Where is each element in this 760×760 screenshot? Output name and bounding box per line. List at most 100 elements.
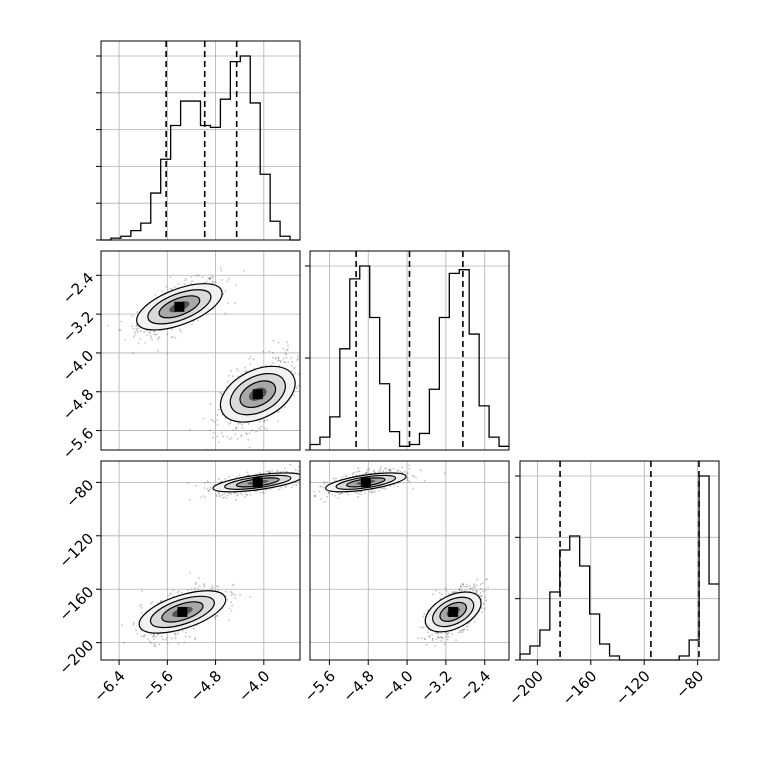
scatter-point [279, 359, 282, 362]
scatter-point [400, 466, 403, 469]
scatter-point [157, 338, 160, 341]
scatter-point [234, 597, 237, 600]
scatter-point [150, 602, 153, 605]
scatter-point [130, 325, 133, 328]
scatter-point [181, 629, 184, 632]
scatter-point [290, 357, 293, 360]
scatter-point [227, 492, 230, 494]
scatter-point [337, 497, 340, 499]
scatter-point [263, 419, 266, 422]
scatter-point [162, 638, 164, 641]
scatter-point [248, 446, 251, 449]
scatter-point [431, 639, 434, 642]
scatter-point [216, 419, 219, 421]
scatter-point [233, 492, 236, 495]
scatter-point [439, 636, 442, 639]
scatter-point [274, 357, 277, 360]
scatter-point [190, 323, 193, 326]
scatter-point [229, 492, 232, 495]
scatter-point [173, 286, 176, 288]
scatter-point [332, 477, 335, 480]
scatter-point [260, 425, 263, 428]
scatter-point [440, 593, 443, 596]
scatter-point [268, 350, 271, 353]
scatter-point [435, 638, 438, 641]
scatter-point [440, 636, 443, 639]
scatter-point [461, 583, 464, 586]
scatter-point [146, 637, 149, 640]
scatter-point [220, 394, 223, 397]
scatter-point [235, 427, 238, 430]
scatter-point [158, 336, 161, 339]
scatter-point [481, 582, 484, 585]
scatter-point [207, 277, 210, 280]
scatter-point [292, 394, 295, 397]
scatter-point [194, 636, 197, 639]
scatter-point [291, 361, 294, 364]
scatter-point [244, 370, 247, 373]
scatter-point [338, 493, 341, 495]
histogram-panel-1 [305, 250, 510, 451]
scatter-point [212, 419, 214, 422]
scatter-point [183, 641, 186, 644]
scatter-point [289, 463, 292, 466]
scatter-point [482, 602, 485, 605]
scatter-point [396, 470, 399, 473]
histogram-step-line [519, 475, 719, 661]
scatter-point [217, 478, 220, 480]
x-tick-label: −3.2 [417, 667, 455, 705]
scatter-point [468, 584, 471, 587]
scatter-point [227, 619, 230, 622]
scatter-point [272, 351, 274, 354]
scatter-point [150, 336, 153, 339]
scatter-point [276, 470, 279, 473]
scatter-point [409, 480, 411, 483]
scatter-point [244, 496, 247, 498]
scatter-point [480, 595, 483, 598]
scatter-point [357, 470, 360, 473]
scatter-point [441, 636, 444, 639]
scatter-point [314, 494, 316, 497]
scatter-point [331, 493, 334, 496]
scatter-point [221, 494, 224, 496]
scatter-point [177, 283, 180, 285]
scatter-point [308, 477, 310, 479]
scatter-point [422, 626, 425, 629]
scatter-point [245, 493, 248, 496]
scatter-point [389, 468, 392, 471]
scatter-point [452, 590, 454, 593]
scatter-point [472, 586, 474, 589]
scatter-point [208, 488, 211, 491]
scatter-point [249, 363, 252, 366]
scatter-point [218, 492, 221, 495]
scatter-point [304, 348, 306, 350]
scatter-point [432, 593, 434, 596]
scatter-point [306, 469, 308, 471]
scatter-point [323, 480, 326, 483]
scatter-point [341, 492, 343, 494]
scatter-point [399, 470, 402, 473]
scatter-point [209, 278, 212, 280]
scatter-point [412, 474, 414, 477]
scatter-point [295, 484, 298, 487]
scatter-panel-0 [100, 250, 306, 451]
scatter-point [285, 353, 287, 356]
x-tick-label: −160 [559, 667, 601, 709]
scatter-point [135, 328, 138, 330]
scatter-point [217, 408, 220, 411]
scatter-point [212, 432, 215, 434]
scatter-point [283, 361, 286, 363]
scatter-point [137, 327, 140, 330]
scatter-point [460, 585, 463, 587]
scatter-point [325, 481, 328, 484]
scatter-point [212, 436, 214, 439]
scatter-point [134, 331, 137, 334]
scatter-point [231, 583, 234, 586]
scatter-point [265, 364, 268, 367]
scatter-point [487, 586, 490, 589]
scatter-point [285, 485, 288, 488]
scatter-point [446, 633, 449, 636]
scatter-point [417, 637, 420, 640]
scatter-point [438, 591, 441, 594]
scatter-point [461, 583, 464, 585]
